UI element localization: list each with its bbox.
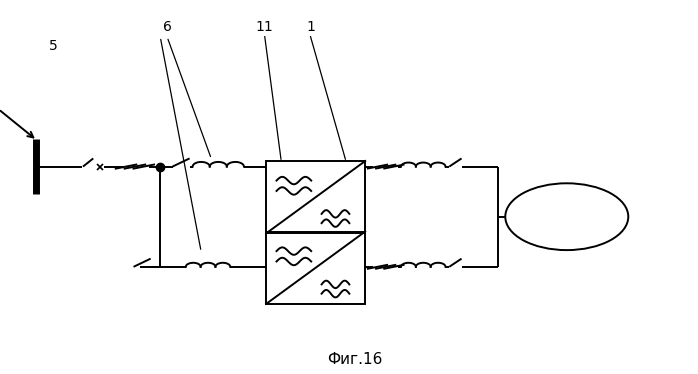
- Text: 11: 11: [256, 20, 274, 34]
- Text: Фиг.16: Фиг.16: [327, 352, 383, 367]
- Bar: [266, 232, 365, 304]
- Text: 5: 5: [49, 39, 57, 53]
- Bar: [266, 161, 365, 233]
- Text: 1: 1: [306, 20, 315, 34]
- Text: 6: 6: [163, 20, 172, 34]
